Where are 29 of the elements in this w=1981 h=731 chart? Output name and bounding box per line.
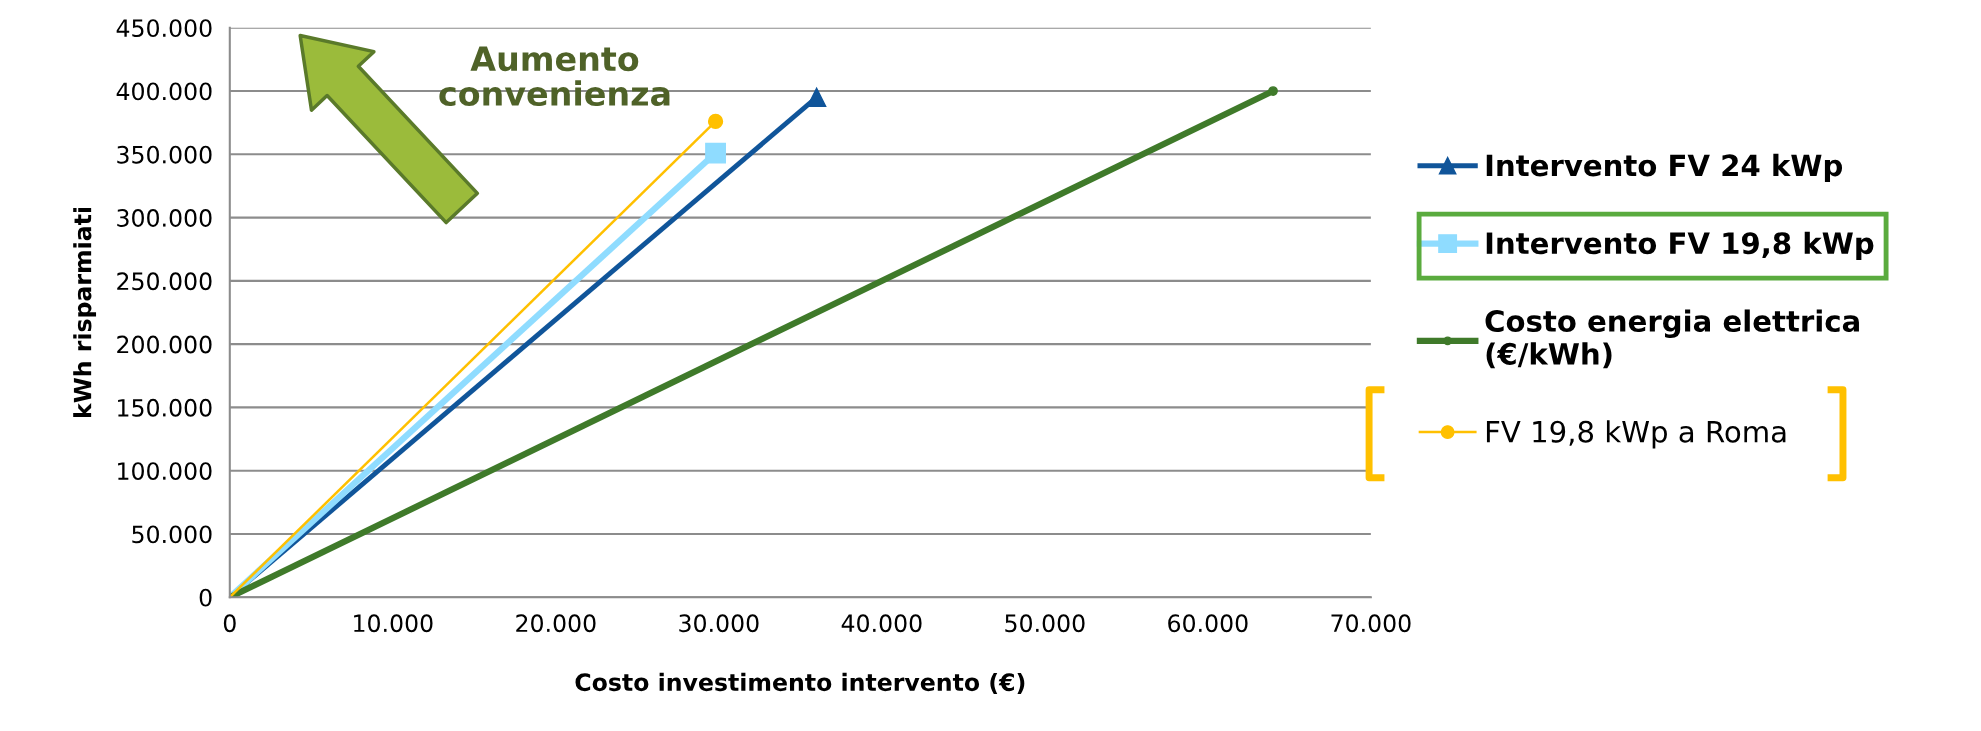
- x-tick-label: 40.000: [841, 614, 922, 633]
- y-tick-label: 100.000: [118, 462, 212, 480]
- x-tick-label: 70.000: [1331, 614, 1411, 633]
- legend-label: Intervento FV 19,8 kWp: [1486, 231, 1874, 260]
- x-tick-label: 50.000: [1005, 614, 1085, 633]
- x-tick-label: 30.000: [679, 614, 759, 633]
- annotation: Aumento convenienza: [439, 46, 670, 107]
- y-tick-label: 250.000: [117, 272, 212, 291]
- point: [806, 87, 827, 108]
- y-tick-label: 300.000: [117, 209, 212, 227]
- x-tick-label: 20.000: [516, 614, 596, 633]
- y-tick-label: 350.000: [117, 145, 212, 164]
- y-tick-label: 150.000: [118, 398, 212, 417]
- point: [1268, 86, 1278, 96]
- x-tick-label: 0: [223, 614, 236, 633]
- x-axis-title: Costo investimento intervento (€): [575, 672, 1025, 694]
- point: [705, 142, 726, 164]
- legend-label: FV 19,8 kWp a Roma: [1486, 420, 1786, 449]
- point: [707, 113, 724, 130]
- x-tick-label: 60.000: [1168, 614, 1248, 633]
- y-axis-title: kWh risparmiati: [73, 207, 97, 418]
- legend-label: Intervento FV 24 kWp: [1486, 153, 1843, 183]
- y-tick-label: 400.000: [116, 82, 212, 101]
- y-tick-label: 450.000: [116, 19, 212, 38]
- y-tick-label: 200.000: [117, 335, 212, 354]
- x-tick-label: 10.000: [354, 614, 433, 633]
- y-tick-label: 50.000: [132, 525, 212, 544]
- y-tick-label: 0: [199, 588, 212, 607]
- legend-label: Costo energia elettrica (€/kWh): [1485, 309, 1859, 369]
